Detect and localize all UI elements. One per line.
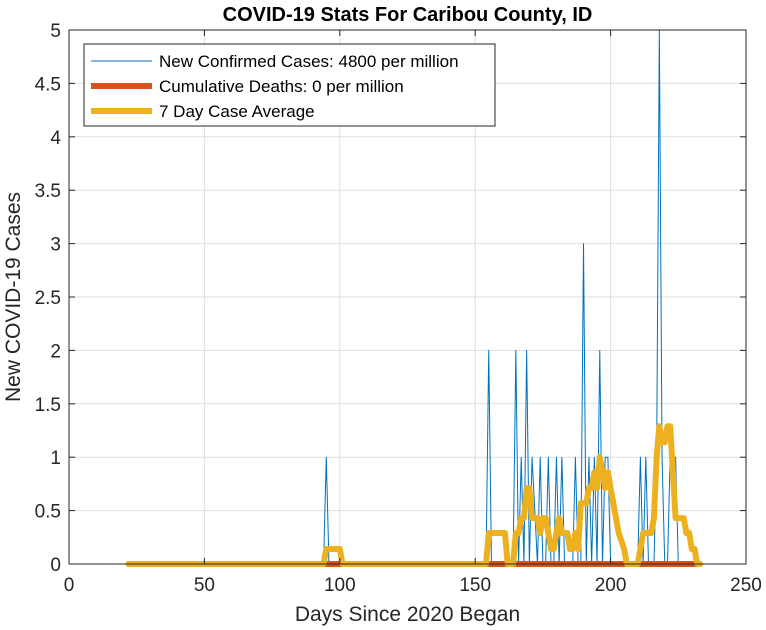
ticks [68, 29, 747, 565]
y-tick-label: 4 [50, 128, 61, 149]
chart-title: COVID-19 Stats For Caribou County, ID [223, 4, 593, 26]
x-axis-label: Days Since 2020 Began [295, 603, 520, 626]
y-axis-label: New COVID-19 Cases [2, 192, 25, 402]
tick-labels: 0 50 100 150 200 250 0 0.5 1 1.5 2 2.5 3 3.5 4 4.5 5 [35, 21, 762, 596]
y-tick-label: 0.5 [35, 502, 61, 523]
x-tick-label: 50 [194, 575, 215, 596]
y-tick-label: 1 [50, 448, 61, 469]
x-tick-label: 0 [64, 575, 75, 596]
y-tick-label: 2 [50, 341, 61, 362]
x-tick-label: 200 [595, 575, 627, 596]
legend-label-7day-average: 7 Day Case Average [159, 102, 315, 121]
legend: New Confirmed Cases: 4800 per million Cu… [83, 43, 496, 127]
legend-label-deaths: Cumulative Deaths: 0 per million [159, 77, 404, 96]
y-tick-label: 0 [50, 555, 61, 576]
x-tick-label: 150 [459, 575, 491, 596]
series-7-day-average [125, 423, 703, 567]
x-tick-label: 250 [730, 575, 762, 596]
y-tick-label: 4.5 [35, 74, 61, 95]
y-tick-label: 2.5 [35, 288, 61, 309]
x-tick-label: 100 [324, 575, 356, 596]
y-tick-label: 3.5 [35, 181, 61, 202]
y-tick-label: 5 [50, 21, 61, 42]
y-tick-label: 3 [50, 235, 61, 256]
legend-box [83, 43, 496, 127]
y-tick-label: 1.5 [35, 395, 61, 416]
legend-label-new-cases: New Confirmed Cases: 4800 per million [159, 52, 459, 71]
